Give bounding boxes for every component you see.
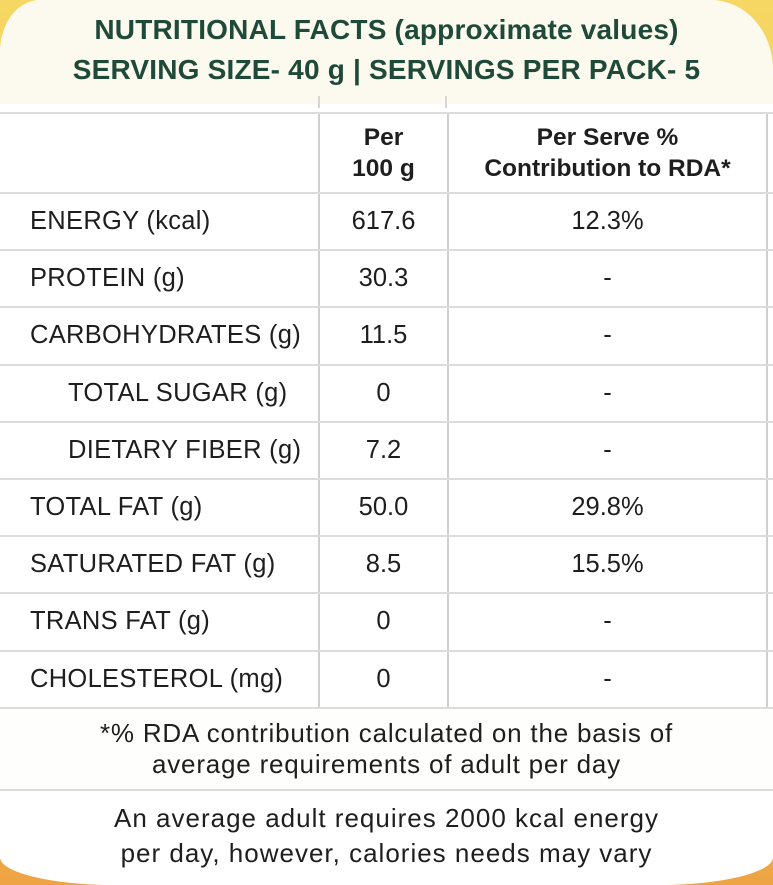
- label-title-line2: SERVING SIZE- 40 g | SERVINGS PER PACK- …: [72, 54, 701, 85]
- per-100g-value: 0: [318, 594, 447, 650]
- rda-percent-value: -: [447, 365, 766, 421]
- table-row-total-fat: TOTAL FAT (g) 50.0 29.8%: [0, 477, 773, 536]
- rda-percent-value: -: [447, 251, 766, 307]
- nutrient-name: CHOLESTEROL (mg): [30, 664, 284, 693]
- header-cell-per-100g: Per 100 g: [318, 114, 447, 192]
- per-100g-value: 30.3: [318, 251, 447, 307]
- rda-footnote-line2: average requirements of adult per day: [152, 748, 621, 779]
- table-row-cholesterol: CHOLESTEROL (mg) 0 -: [0, 649, 773, 707]
- table-right-border: [766, 594, 773, 650]
- table-right-border: [766, 651, 773, 707]
- rda-footnote-line1: *% RDA contribution calculated on the ba…: [100, 717, 673, 748]
- per-serve-line2: Contribution to RDA*: [484, 155, 731, 182]
- table-right-border: [766, 422, 773, 478]
- table-right-border: [766, 365, 773, 421]
- rda-footnote: *% RDA contribution calculated on the ba…: [0, 706, 773, 791]
- nutrient-name: TRANS FAT (g): [30, 607, 211, 636]
- per-100g-value: 50.0: [318, 479, 447, 536]
- table-right-border: [766, 114, 773, 192]
- rda-percent-value: -: [447, 651, 766, 707]
- rda-percent-value: 29.8%: [447, 479, 766, 536]
- column-divider-stub: [318, 96, 320, 108]
- table-row-carbohydrates: CARBOHYDRATES (g) 11.5 -: [0, 306, 773, 364]
- table-right-border: [766, 479, 773, 536]
- per-100g-line2: 100 g: [352, 155, 415, 182]
- calorie-footnote: An average adult requires 2000 kcal ener…: [0, 790, 773, 885]
- nutrient-name: ENERGY (kcal): [30, 207, 211, 236]
- table-right-border: [766, 251, 773, 307]
- table-row-energy: ENERGY (kcal) 617.6 12.3%: [0, 192, 773, 250]
- nutrient-name: PROTEIN (g): [30, 264, 185, 293]
- header-cell-per-serve-rda: Per Serve % Contribution to RDA*: [447, 114, 766, 192]
- rda-percent-value: -: [447, 308, 766, 364]
- nutrient-name: SATURATED FAT (g): [30, 550, 276, 579]
- label-title-band: NUTRITIONAL FACTS (approximate values) S…: [0, 0, 773, 104]
- header-cell-nutrient: [0, 114, 318, 192]
- table-row-saturated-fat: SATURATED FAT (g) 8.5 15.5%: [0, 535, 773, 593]
- label-title-line1: NUTRITIONAL FACTS (approximate values): [94, 14, 679, 45]
- per-100g-value: 8.5: [318, 537, 447, 593]
- nutrient-name: CARBOHYDRATES (g): [30, 321, 301, 350]
- per-100g-value: 11.5: [318, 308, 447, 364]
- per-100g-line1: Per: [363, 124, 404, 151]
- nutrition-table: Per 100 g Per Serve % Contribution to RD…: [0, 112, 773, 707]
- table-row-total-sugar: TOTAL SUGAR (g) 0 -: [0, 363, 773, 421]
- table-row-protein: PROTEIN (g) 30.3 -: [0, 249, 773, 307]
- nutrient-name: TOTAL SUGAR (g): [68, 378, 288, 407]
- per-100g-value: 0: [318, 651, 447, 707]
- rda-percent-value: 12.3%: [447, 194, 766, 250]
- table-row-trans-fat: TRANS FAT (g) 0 -: [0, 592, 773, 650]
- rda-percent-value: -: [447, 422, 766, 478]
- table-right-border: [766, 537, 773, 593]
- table-right-border: [766, 194, 773, 250]
- table-row-dietary-fiber: DIETARY FIBER (g) 7.2 -: [0, 420, 773, 478]
- nutrient-name: TOTAL FAT (g): [30, 493, 203, 522]
- per-100g-value: 617.6: [318, 194, 447, 250]
- calorie-footnote-line2: per day, however, calories needs may var…: [120, 837, 653, 868]
- column-divider-stub: [445, 96, 447, 108]
- nutrient-name: DIETARY FIBER (g): [68, 435, 302, 464]
- calorie-footnote-line1: An average adult requires 2000 kcal ener…: [114, 802, 659, 833]
- table-header-row: Per 100 g Per Serve % Contribution to RD…: [0, 112, 773, 192]
- per-100g-value: 7.2: [318, 422, 447, 478]
- per-100g-value: 0: [318, 365, 447, 421]
- rda-percent-value: 15.5%: [447, 537, 766, 593]
- per-serve-line1: Per Serve %: [536, 124, 679, 151]
- rda-percent-value: -: [447, 594, 766, 650]
- table-right-border: [766, 308, 773, 364]
